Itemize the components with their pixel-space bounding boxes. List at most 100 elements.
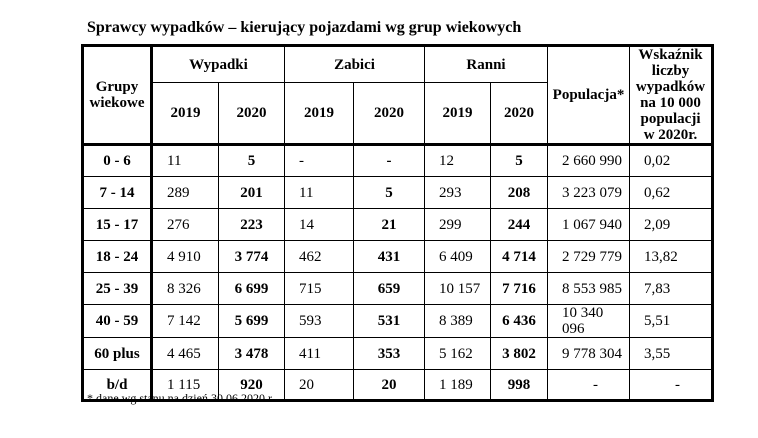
header-wskaznik-line: w 2020r. bbox=[643, 127, 698, 143]
table-cell: 20 bbox=[353, 369, 425, 401]
table-cell: 276 bbox=[151, 208, 219, 241]
table-cell: 1 067 940 bbox=[547, 208, 630, 241]
table-row: 0 - 6 11 5- -12 5 2 660 990 0,02 bbox=[82, 143, 713, 177]
accident-table: Grupy wiekowe Wypadki Zabici Ranni Popul… bbox=[81, 44, 714, 402]
table-cell: 411 bbox=[284, 337, 354, 370]
table-cell: 6 699 bbox=[218, 272, 285, 305]
header-year: 2020 bbox=[353, 82, 425, 145]
table-cell: 5,51 bbox=[629, 304, 713, 338]
table-cell: 431 bbox=[353, 240, 425, 273]
table-cell: 5 699 bbox=[218, 304, 285, 338]
table-cell: 9 778 304 bbox=[547, 337, 630, 370]
header-group-line: Grupy bbox=[95, 79, 139, 95]
table-cell: 3 774 bbox=[218, 240, 285, 273]
table-cell: 3,55 bbox=[629, 337, 713, 370]
row-group-label: 60 plus bbox=[82, 337, 153, 370]
header-year: 2020 bbox=[218, 82, 285, 145]
header-year: 2019 bbox=[151, 82, 219, 145]
table-cell: 244 bbox=[490, 208, 548, 241]
table-cell: 5 bbox=[353, 176, 425, 209]
table-cell: 11 bbox=[284, 176, 354, 209]
table-cell: 12 bbox=[424, 143, 491, 177]
table-cell: 462 bbox=[284, 240, 354, 273]
header-wskaznik-line: liczby bbox=[651, 63, 690, 79]
table-row: 40 - 59 7 142 5 699 593 531 8 389 6 436 10 340 … bbox=[82, 304, 713, 338]
table-cell: 531 bbox=[353, 304, 425, 338]
table-cell: 715 bbox=[284, 272, 354, 305]
header-wskaznik-line: populacji bbox=[640, 111, 701, 127]
table-cell: - bbox=[353, 143, 425, 177]
header-wskaznik-line: wypadków bbox=[635, 79, 706, 95]
row-group-label: 0 - 6 bbox=[82, 143, 153, 177]
table-cell: 6 409 bbox=[424, 240, 491, 273]
table-cell: 289 bbox=[151, 176, 219, 209]
table-cell: 208 bbox=[490, 176, 548, 209]
header-year: 2019 bbox=[424, 82, 491, 145]
header-wskaznik-line: na 10 000 bbox=[640, 95, 701, 111]
table-cell: 5 bbox=[490, 143, 548, 177]
table-cell: 593 bbox=[284, 304, 354, 338]
table-cell: 10 340 096 bbox=[547, 304, 630, 338]
row-group-label: 18 - 24 bbox=[82, 240, 153, 273]
table-cell: 3 223 079 bbox=[547, 176, 630, 209]
table-cell: 8 389 bbox=[424, 304, 491, 338]
table-cell: 5 bbox=[218, 143, 285, 177]
table-cell: 7 142 bbox=[151, 304, 219, 338]
table-cell: 3 478 bbox=[218, 337, 285, 370]
table-cell: 20 bbox=[284, 369, 354, 401]
table-cell: 1 189 bbox=[424, 369, 491, 401]
header-populacja: Populacja* bbox=[547, 45, 630, 145]
table-cell: - bbox=[284, 143, 354, 177]
header-zabici: Zabici bbox=[284, 44, 425, 84]
table-cell: 5 162 bbox=[424, 337, 491, 370]
table-cell: 14 bbox=[284, 208, 354, 241]
table-cell: 8 326 bbox=[151, 272, 219, 305]
header-ranni: Ranni bbox=[424, 44, 548, 84]
table-cell: 223 bbox=[218, 208, 285, 241]
table-cell: 4 714 bbox=[490, 240, 548, 273]
row-group-label: 25 - 39 bbox=[82, 272, 153, 305]
table-cell: 0,02 bbox=[629, 143, 713, 177]
header-wskaznik: Wskaźnik liczby wypadków na 10 000 popul… bbox=[629, 45, 713, 145]
header-row-1: Grupy wiekowe Wypadki Zabici Ranni Popul… bbox=[82, 44, 713, 145]
table-cell: 2,09 bbox=[629, 208, 713, 241]
table-cell: 2 729 779 bbox=[547, 240, 630, 273]
table-row: 15 - 17 276 223 14 21 299 244 1 067 940 2,09 bbox=[82, 208, 713, 241]
table-row: 25 - 39 8 326 6 699 715 659 10 157 7 716 8 553 … bbox=[82, 272, 713, 305]
header-year: 2019 bbox=[284, 82, 354, 145]
table-cell: 2 660 990 bbox=[547, 143, 630, 177]
table-row: 60 plus 4 465 3 478 411 353 5 162 3 802 9 778 3… bbox=[82, 337, 713, 370]
table-row: 18 - 24 4 910 3 774 462 431 6 409 4 714 2 729 7… bbox=[82, 240, 713, 273]
table-cell: 11 bbox=[151, 143, 219, 177]
table-cell: - bbox=[547, 369, 630, 401]
header-wypadki: Wypadki bbox=[151, 44, 285, 84]
table-row: 7 - 14 289 201 11 5 293 208 3 223 079 0,62 bbox=[82, 176, 713, 209]
table-cell: 8 553 985 bbox=[547, 272, 630, 305]
table-cell: 293 bbox=[424, 176, 491, 209]
table-cell: 7,83 bbox=[629, 272, 713, 305]
table-cell: 0,62 bbox=[629, 176, 713, 209]
header-year: 2020 bbox=[490, 82, 548, 145]
footnote: * dane wg stanu na dzień 30.06.2020 r. bbox=[87, 391, 275, 405]
table-cell: 7 716 bbox=[490, 272, 548, 305]
table-cell: 998 bbox=[490, 369, 548, 401]
table-cell: 920 bbox=[218, 369, 285, 401]
table-cell: 4 910 bbox=[151, 240, 219, 273]
table-cell: 13,82 bbox=[629, 240, 713, 273]
row-group-label: 15 - 17 bbox=[82, 208, 153, 241]
page-title: Sprawcy wypadków – kierujący pojazdami w… bbox=[87, 19, 522, 36]
table-cell: 201 bbox=[218, 176, 285, 209]
table-body: 0 - 6 11 5- -12 5 2 660 990 0,02 7 - 14 289 201 11… bbox=[82, 143, 713, 401]
table-cell: 6 436 bbox=[490, 304, 548, 338]
header-group: Grupy wiekowe bbox=[82, 45, 153, 145]
table-cell: 659 bbox=[353, 272, 425, 305]
table-cell: 10 157 bbox=[424, 272, 491, 305]
table-row: b/d 1 115 920 20 20 1 189 998- - bbox=[82, 369, 713, 401]
header-wskaznik-line: Wskaźnik bbox=[638, 47, 703, 63]
table-cell: - bbox=[629, 369, 713, 401]
table-cell: 21 bbox=[353, 208, 425, 241]
table-cell: 4 465 bbox=[151, 337, 219, 370]
table-cell: 353 bbox=[353, 337, 425, 370]
row-group-label: 40 - 59 bbox=[82, 304, 153, 338]
header-row-2: 2019 2020 2019 2020 2019 2020 bbox=[83, 82, 713, 145]
